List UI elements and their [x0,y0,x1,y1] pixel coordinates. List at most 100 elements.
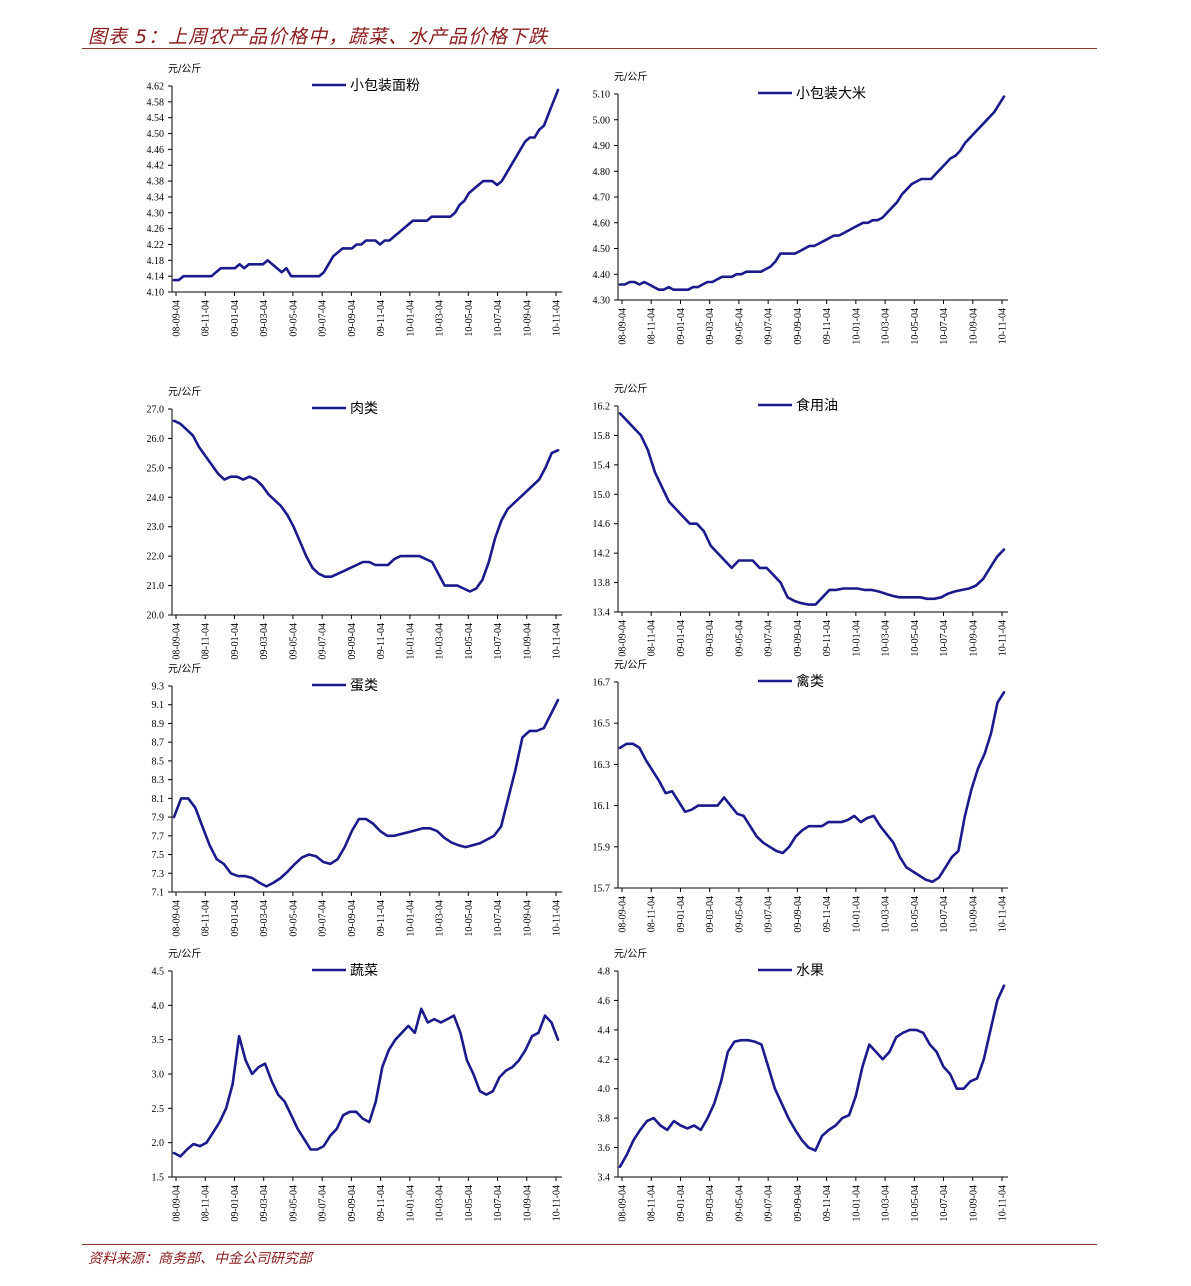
x-tick-label: 09-09-04 [347,623,358,660]
x-tick-label: 10-11-04 [998,1185,1009,1221]
x-tick-label: 10-09-04 [522,1185,533,1222]
x-tick-label: 09-05-04 [734,620,745,657]
y-tick-label: 13.4 [593,608,611,619]
x-tick-label: 09-09-04 [347,300,358,337]
y-tick-label: 27.0 [147,405,165,416]
y-tick-label: 13.8 [593,578,611,589]
series-line [172,698,560,888]
series-line [172,419,560,593]
x-tick-label: 10-03-04 [881,620,892,657]
x-tick-label: 10-03-04 [435,300,446,337]
x-tick-label: 09-09-04 [793,308,804,345]
x-tick-label: 09-07-04 [318,900,329,937]
x-tick-label: 10-07-04 [939,1185,950,1222]
y-tick-label: 5.00 [593,115,611,126]
y-tick-label: 16.1 [593,801,611,812]
y-tick-label: 8.9 [152,719,165,730]
y-tick-label: 2.5 [152,1104,165,1115]
y-tick-label: 7.3 [152,869,165,880]
x-tick-label: 10-07-04 [493,1185,504,1222]
y-tick-label: 4.14 [147,272,165,283]
x-tick-label: 09-01-04 [230,1185,241,1222]
x-tick-label: 09-01-04 [230,900,241,937]
chart-poultry: 元/公斤 15.7 15.9 16.1 16.3 16.5 16.7 08-09-04 08-1… [556,656,1026,956]
x-tick-label: 09-05-04 [734,896,745,933]
x-tick-label: 08-11-04 [647,1185,658,1221]
y-tick-label: 3.5 [152,1035,165,1046]
top-rule [82,48,1097,49]
chart-oil: 元/公斤 13.4 13.8 14.2 14.6 15.0 15.4 15.8 16.2 08-0… [556,380,1026,680]
x-tick-label: 10-01-04 [851,620,862,657]
x-tick-label: 09-01-04 [676,896,687,933]
y-tick-label: 15.4 [593,460,611,471]
y-tick-label: 23.0 [147,522,165,533]
x-tick-label: 09-03-04 [705,308,716,345]
x-tick-label: 10-09-04 [968,620,979,657]
y-tick-label: 9.3 [152,682,165,693]
x-tick-label: 09-03-04 [259,300,270,337]
unit-label: 元/公斤 [614,383,647,395]
x-tick-label: 09-05-04 [288,900,299,937]
x-tick-label: 10-11-04 [552,623,563,659]
y-tick-label: 4.70 [593,193,611,204]
chart-svg: 元/公斤 7.1 7.3 7.5 7.7 7.9 8.1 8.3 8.5 8.7 8.9 9.1 9.3… [152,663,563,937]
x-tick-label: 10-07-04 [493,623,504,660]
y-tick-label: 15.9 [593,842,611,853]
x-tick-label: 10-05-04 [464,300,475,337]
x-tick-label: 10-01-04 [851,896,862,933]
x-tick-label: 10-07-04 [939,896,950,933]
y-tick-label: 15.0 [593,490,611,501]
y-tick-label: 4.50 [593,244,611,255]
x-tick-label: 10-03-04 [435,623,446,660]
y-tick-label: 4.58 [147,97,165,108]
x-tick-label: 09-05-04 [734,1185,745,1222]
x-tick-label: 09-11-04 [376,900,387,936]
y-tick-label: 4.30 [147,208,165,219]
unit-label: 元/公斤 [614,71,647,83]
y-tick-label: 4.62 [147,82,165,93]
unit-label: 元/公斤 [168,948,201,960]
x-tick-label: 10-11-04 [998,308,1009,344]
x-tick-label: 10-01-04 [851,1185,862,1222]
x-tick-label: 10-11-04 [552,900,563,936]
chart-eggs: 元/公斤 7.1 7.3 7.5 7.7 7.9 8.1 8.3 8.5 8.7 8.9 9.1 9.3… [110,660,580,960]
y-tick-label: 4.60 [593,218,611,229]
x-tick-label: 10-09-04 [968,308,979,345]
legend-label: 食用油 [796,397,838,414]
legend-label: 小包装大米 [796,86,866,102]
x-tick-label: 10-09-04 [968,896,979,933]
x-tick-label: 10-03-04 [435,1185,446,1222]
x-tick-label: 09-03-04 [259,900,270,937]
x-tick-label: 09-11-04 [822,896,833,932]
x-tick-label: 09-07-04 [764,308,775,345]
series-line [618,412,1006,606]
chart-fruit: 元/公斤 3.4 3.6 3.8 4.0 4.2 4.4 4.6 4.8 08-09-04 08-1… [556,945,1026,1245]
x-tick-label: 10-05-04 [464,900,475,937]
x-tick-label: 10-09-04 [522,623,533,660]
y-tick-label: 7.1 [152,888,165,899]
x-tick-label: 10-01-04 [851,308,862,345]
chart-svg: 元/公斤 15.7 15.9 16.1 16.3 16.5 16.7 08-09-04 08-1… [593,659,1009,933]
x-tick-label: 08-09-04 [618,620,629,657]
x-tick-label: 09-11-04 [376,300,387,336]
x-tick-label: 09-07-04 [318,623,329,660]
y-tick-label: 3.0 [152,1070,165,1081]
y-tick-label: 4.50 [147,129,165,140]
x-tick-label: 08-11-04 [647,896,658,932]
x-tick-label: 10-05-04 [464,623,475,660]
x-tick-label: 09-11-04 [822,308,833,344]
x-tick-label: 10-03-04 [881,1185,892,1222]
chart-svg: 元/公斤 13.4 13.8 14.2 14.6 15.0 15.4 15.8 16.2 08-0… [593,383,1009,657]
chart-meat: 元/公斤 20.0 21.0 22.0 23.0 24.0 25.0 26.0 27.0 08-0… [110,383,580,683]
y-tick-label: 3.4 [598,1173,611,1184]
x-tick-label: 10-01-04 [405,900,416,937]
x-tick-label: 09-07-04 [764,620,775,657]
x-tick-label: 08-11-04 [647,308,658,344]
x-tick-label: 10-11-04 [998,620,1009,656]
x-tick-label: 10-07-04 [493,300,504,337]
x-tick-label: 08-11-04 [201,300,212,336]
x-tick-label: 09-03-04 [259,1185,270,1222]
x-tick-label: 09-09-04 [793,1185,804,1222]
x-tick-label: 10-07-04 [939,620,950,657]
y-tick-label: 4.2 [598,1055,611,1066]
